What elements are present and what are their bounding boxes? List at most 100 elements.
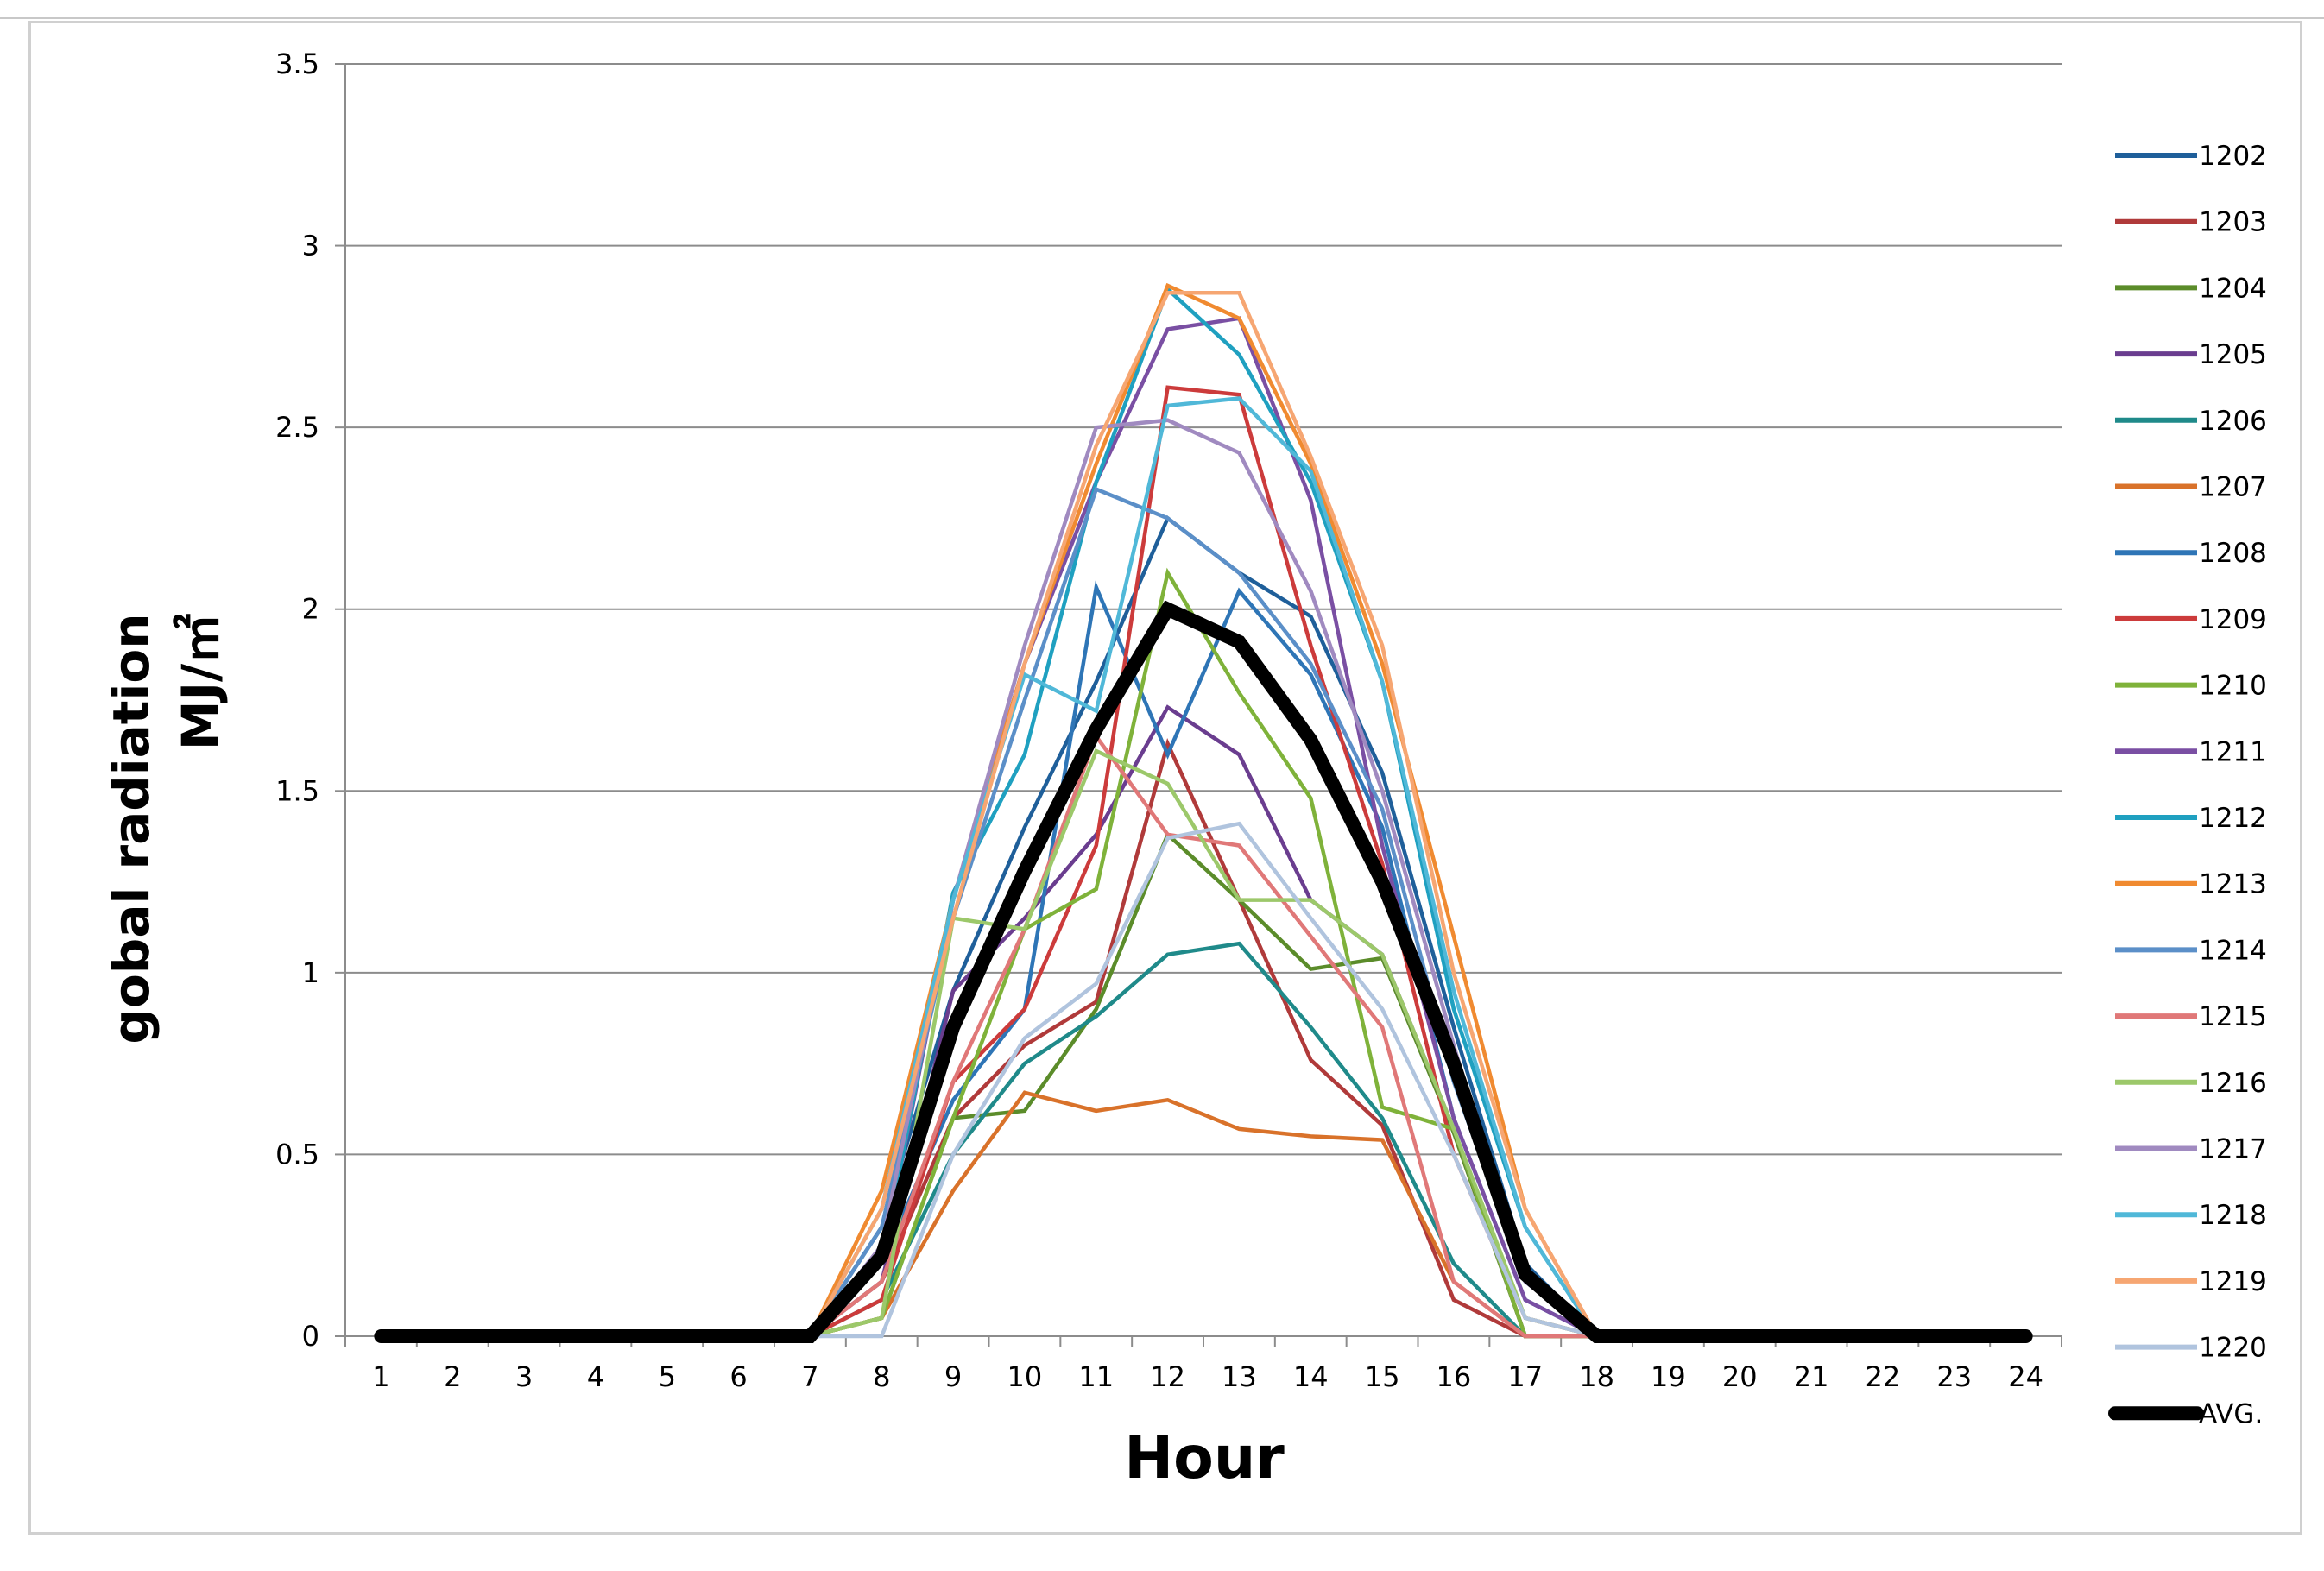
series-line-1217 [379,418,2028,1339]
series-line-1207 [379,1090,2028,1339]
x-tick-label: 8 [873,1360,890,1393]
legend-label: 1205 [2199,339,2267,370]
x-tick-label: 12 [1150,1360,1185,1393]
series-line-1206 [379,941,2028,1339]
legend-label: 1210 [2199,671,2267,702]
legend-label: 1212 [2199,803,2267,834]
legend-label: 1217 [2199,1134,2267,1165]
y-tick-label: 0 [302,1320,319,1353]
series-line-1216 [379,748,2028,1339]
chart-frame [28,21,2302,1535]
y-tick-label: 1 [302,956,319,989]
y-tick-label: 3 [302,230,319,262]
legend-entry-1218: 1218 [2115,1200,2267,1231]
legend-entry-1208: 1208 [2115,538,2267,569]
legend-label: 1206 [2199,406,2267,437]
legend-label: 1202 [2199,141,2267,172]
legend-entry-1220: 1220 [2115,1333,2267,1364]
top-ruler [0,17,2324,19]
x-tick-label: 10 [1007,1360,1043,1393]
series-line-1205 [379,704,2028,1339]
legend-entry-1213: 1213 [2115,869,2267,900]
legend-entry-1212: 1212 [2115,803,2267,834]
legend-entry-1204: 1204 [2115,273,2267,304]
series-line-avg [374,600,2033,1343]
gridlines [345,63,2062,1156]
x-tick-label: 4 [587,1360,604,1393]
legend-entry-1205: 1205 [2115,339,2267,370]
x-tick-label: 18 [1579,1360,1614,1393]
x-tick-label: 7 [801,1360,818,1393]
legend: 1202 1203 1204 1205 1206 1207 1208 1209 1210 1211… [2108,141,2267,1429]
legend-label: 1203 [2199,207,2267,238]
x-tick-label: 6 [729,1360,747,1393]
x-axis-title: Hour [1124,1424,1285,1492]
y-axis-title-line2: MJ/㎡ [171,614,230,750]
series-line-1213 [379,282,2028,1339]
y-tick-label: 3.5 [275,47,319,80]
x-tick-label: 21 [1794,1360,1829,1393]
x-tick-label: 9 [944,1360,962,1393]
x-tick-label: 11 [1078,1360,1114,1393]
series-line-1209 [379,385,2028,1339]
legend-entry-1209: 1209 [2115,604,2267,635]
y-tick-label: 2 [302,593,319,626]
legend-label: 1219 [2199,1266,2267,1297]
tick-labels: 00.511.522.533.51 2 3 4 5 6 7 8 9 10 11 12 13 14 15 16 1… [275,47,2043,1393]
series-line-1208 [379,580,2028,1339]
series-line-1212 [379,286,2028,1339]
legend-entry-1211: 1211 [2115,736,2267,767]
legend-entry-avg: AVG. [2108,1398,2263,1429]
x-tick-label: 5 [659,1360,676,1393]
series-lines [374,282,2033,1343]
y-tick-label: 2.5 [275,411,319,444]
legend-label: 1216 [2199,1068,2267,1099]
legend-entry-1203: 1203 [2115,207,2267,238]
legend-entry-1214: 1214 [2115,935,2267,966]
legend-label: 1213 [2199,869,2267,900]
x-tick-label: 22 [1866,1360,1901,1393]
legend-label: 1207 [2199,472,2267,503]
legend-entry-1215: 1215 [2115,1001,2267,1032]
series-line-1202 [379,514,2028,1339]
x-tick-label: 23 [1936,1360,1972,1393]
x-tick-label: 15 [1365,1360,1400,1393]
series-line-1219 [379,291,2028,1339]
legend-label: 1209 [2199,604,2267,635]
legend-entry-1216: 1216 [2115,1068,2267,1099]
y-tick-label: 0.5 [275,1138,319,1170]
x-tick-label: 19 [1651,1360,1686,1393]
y-tick-label: 1.5 [275,774,319,807]
x-tick-label: 20 [1722,1360,1758,1393]
legend-label: 1204 [2199,273,2267,304]
series-line-1211 [379,316,2028,1339]
series-line-1214 [379,486,2028,1339]
legend-entry-1206: 1206 [2115,406,2267,437]
x-tick-label: 1 [372,1360,389,1393]
legend-label: 1211 [2199,736,2267,767]
y-axis-title-line1: gobal radiation [102,613,161,1044]
series-line-1210 [379,567,2028,1339]
legend-label: AVG. [2199,1398,2263,1429]
x-tick-label: 2 [444,1360,461,1393]
x-tick-label: 13 [1222,1360,1257,1393]
x-tick-label: 16 [1437,1360,1472,1393]
legend-label: 1220 [2199,1333,2267,1364]
legend-entry-1207: 1207 [2115,472,2267,503]
legend-entry-1217: 1217 [2115,1134,2267,1165]
x-tick-label: 24 [2008,1360,2043,1393]
x-tick-label: 14 [1293,1360,1329,1393]
legend-entry-1210: 1210 [2115,671,2267,702]
x-tick-label: 17 [1507,1360,1543,1393]
legend-label: 1215 [2199,1001,2267,1032]
series-line-1204 [379,830,2028,1339]
legend-label: 1208 [2199,538,2267,569]
legend-entry-1219: 1219 [2115,1266,2267,1297]
legend-entry-1202: 1202 [2115,141,2267,172]
x-tick-label: 3 [515,1360,533,1393]
legend-label: 1218 [2199,1200,2267,1231]
legend-label: 1214 [2199,935,2267,966]
series-line-1220 [379,821,2028,1339]
